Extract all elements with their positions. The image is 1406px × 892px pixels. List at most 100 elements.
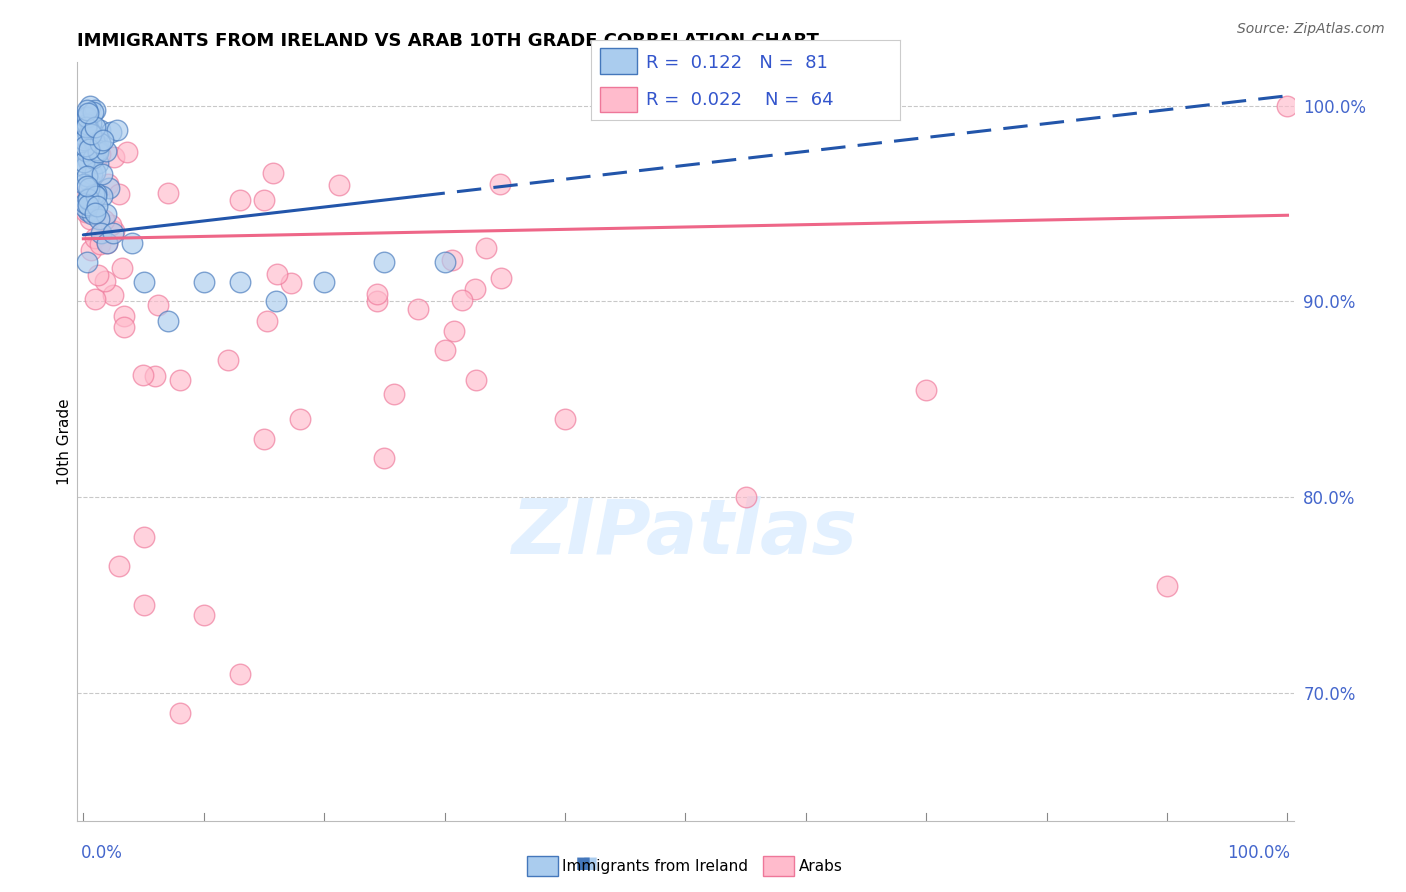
Point [82, 104, 104, 119]
Point [554, 412, 576, 426]
Point [146, 297, 169, 311]
Point [87, 144, 110, 158]
Y-axis label: 10th Grade: 10th Grade [56, 398, 72, 485]
Point [84, 292, 107, 306]
Point [77, 106, 100, 120]
Point [77, 142, 100, 156]
Point [382, 387, 405, 401]
Point [253, 193, 276, 207]
Point [87, 268, 110, 282]
Point [73, 187, 96, 202]
Point [77, 181, 100, 195]
Text: Arabs: Arabs [799, 859, 842, 873]
Bar [600, 48, 637, 74]
Point [103, 224, 125, 238]
Point [77, 174, 100, 188]
Point [229, 275, 252, 289]
Point [75, 204, 97, 219]
Point [83, 133, 105, 147]
Point [75, 201, 97, 215]
Point [73, 177, 96, 191]
Point [89, 136, 111, 150]
Point [80, 167, 103, 181]
Point [77, 203, 100, 218]
Point [217, 353, 239, 368]
Point [76, 117, 98, 131]
Point [75, 120, 97, 134]
Text: ZIPatlas: ZIPatlas [512, 496, 859, 569]
Point [77, 126, 100, 140]
Point [80, 243, 103, 257]
Point [77, 191, 100, 205]
Point [80, 127, 103, 141]
Point [93, 274, 115, 288]
Point [96, 207, 118, 221]
Point [96, 235, 118, 250]
Point [79, 116, 101, 130]
Point [373, 255, 395, 269]
Point [83, 206, 105, 220]
Point [77, 198, 100, 212]
Point [83, 103, 105, 117]
Point [94, 145, 117, 159]
Point [433, 255, 456, 269]
Point [103, 287, 125, 301]
Point [132, 530, 155, 544]
Point [193, 607, 215, 622]
Point [1277, 98, 1299, 112]
Text: ▪: ▪ [582, 852, 599, 875]
Point [83, 203, 105, 218]
Point [73, 195, 96, 210]
Point [73, 161, 96, 175]
Point [80, 207, 103, 221]
Point [73, 121, 96, 136]
Point [86, 189, 108, 203]
Point [87, 211, 110, 226]
Point [77, 193, 100, 207]
Point [103, 150, 125, 164]
Point [73, 110, 96, 124]
Point [87, 156, 110, 170]
Point [97, 177, 120, 191]
Point [79, 99, 101, 113]
Text: 100.0%: 100.0% [1227, 844, 1289, 863]
Point [86, 140, 108, 154]
Point [76, 154, 98, 169]
Point [169, 373, 191, 387]
Point [96, 235, 118, 250]
Point [100, 125, 122, 139]
Text: Immigrants from Ireland: Immigrants from Ireland [562, 859, 748, 873]
Point [132, 598, 155, 612]
Point [488, 177, 510, 191]
Point [121, 235, 143, 250]
Point [115, 145, 138, 159]
Point [76, 255, 98, 269]
Point [328, 178, 350, 193]
Point [90, 168, 112, 182]
Point [366, 293, 388, 308]
Point [256, 314, 278, 328]
Point [465, 373, 488, 387]
Point [366, 287, 388, 301]
Point [229, 194, 252, 208]
Point [464, 283, 486, 297]
Point [73, 130, 96, 145]
Point [489, 270, 512, 285]
Point [76, 110, 98, 124]
Point [229, 666, 252, 681]
Point [112, 320, 135, 334]
Point [90, 226, 112, 240]
Point [84, 230, 107, 244]
Point [82, 197, 104, 211]
Point [76, 103, 98, 117]
Point [156, 314, 179, 328]
Point [76, 128, 98, 142]
Point [108, 558, 131, 573]
Point [169, 706, 191, 720]
Point [75, 131, 97, 145]
Point [475, 241, 498, 255]
Point [73, 155, 96, 169]
Point [373, 451, 395, 466]
Point [280, 276, 302, 290]
Point [82, 151, 104, 165]
